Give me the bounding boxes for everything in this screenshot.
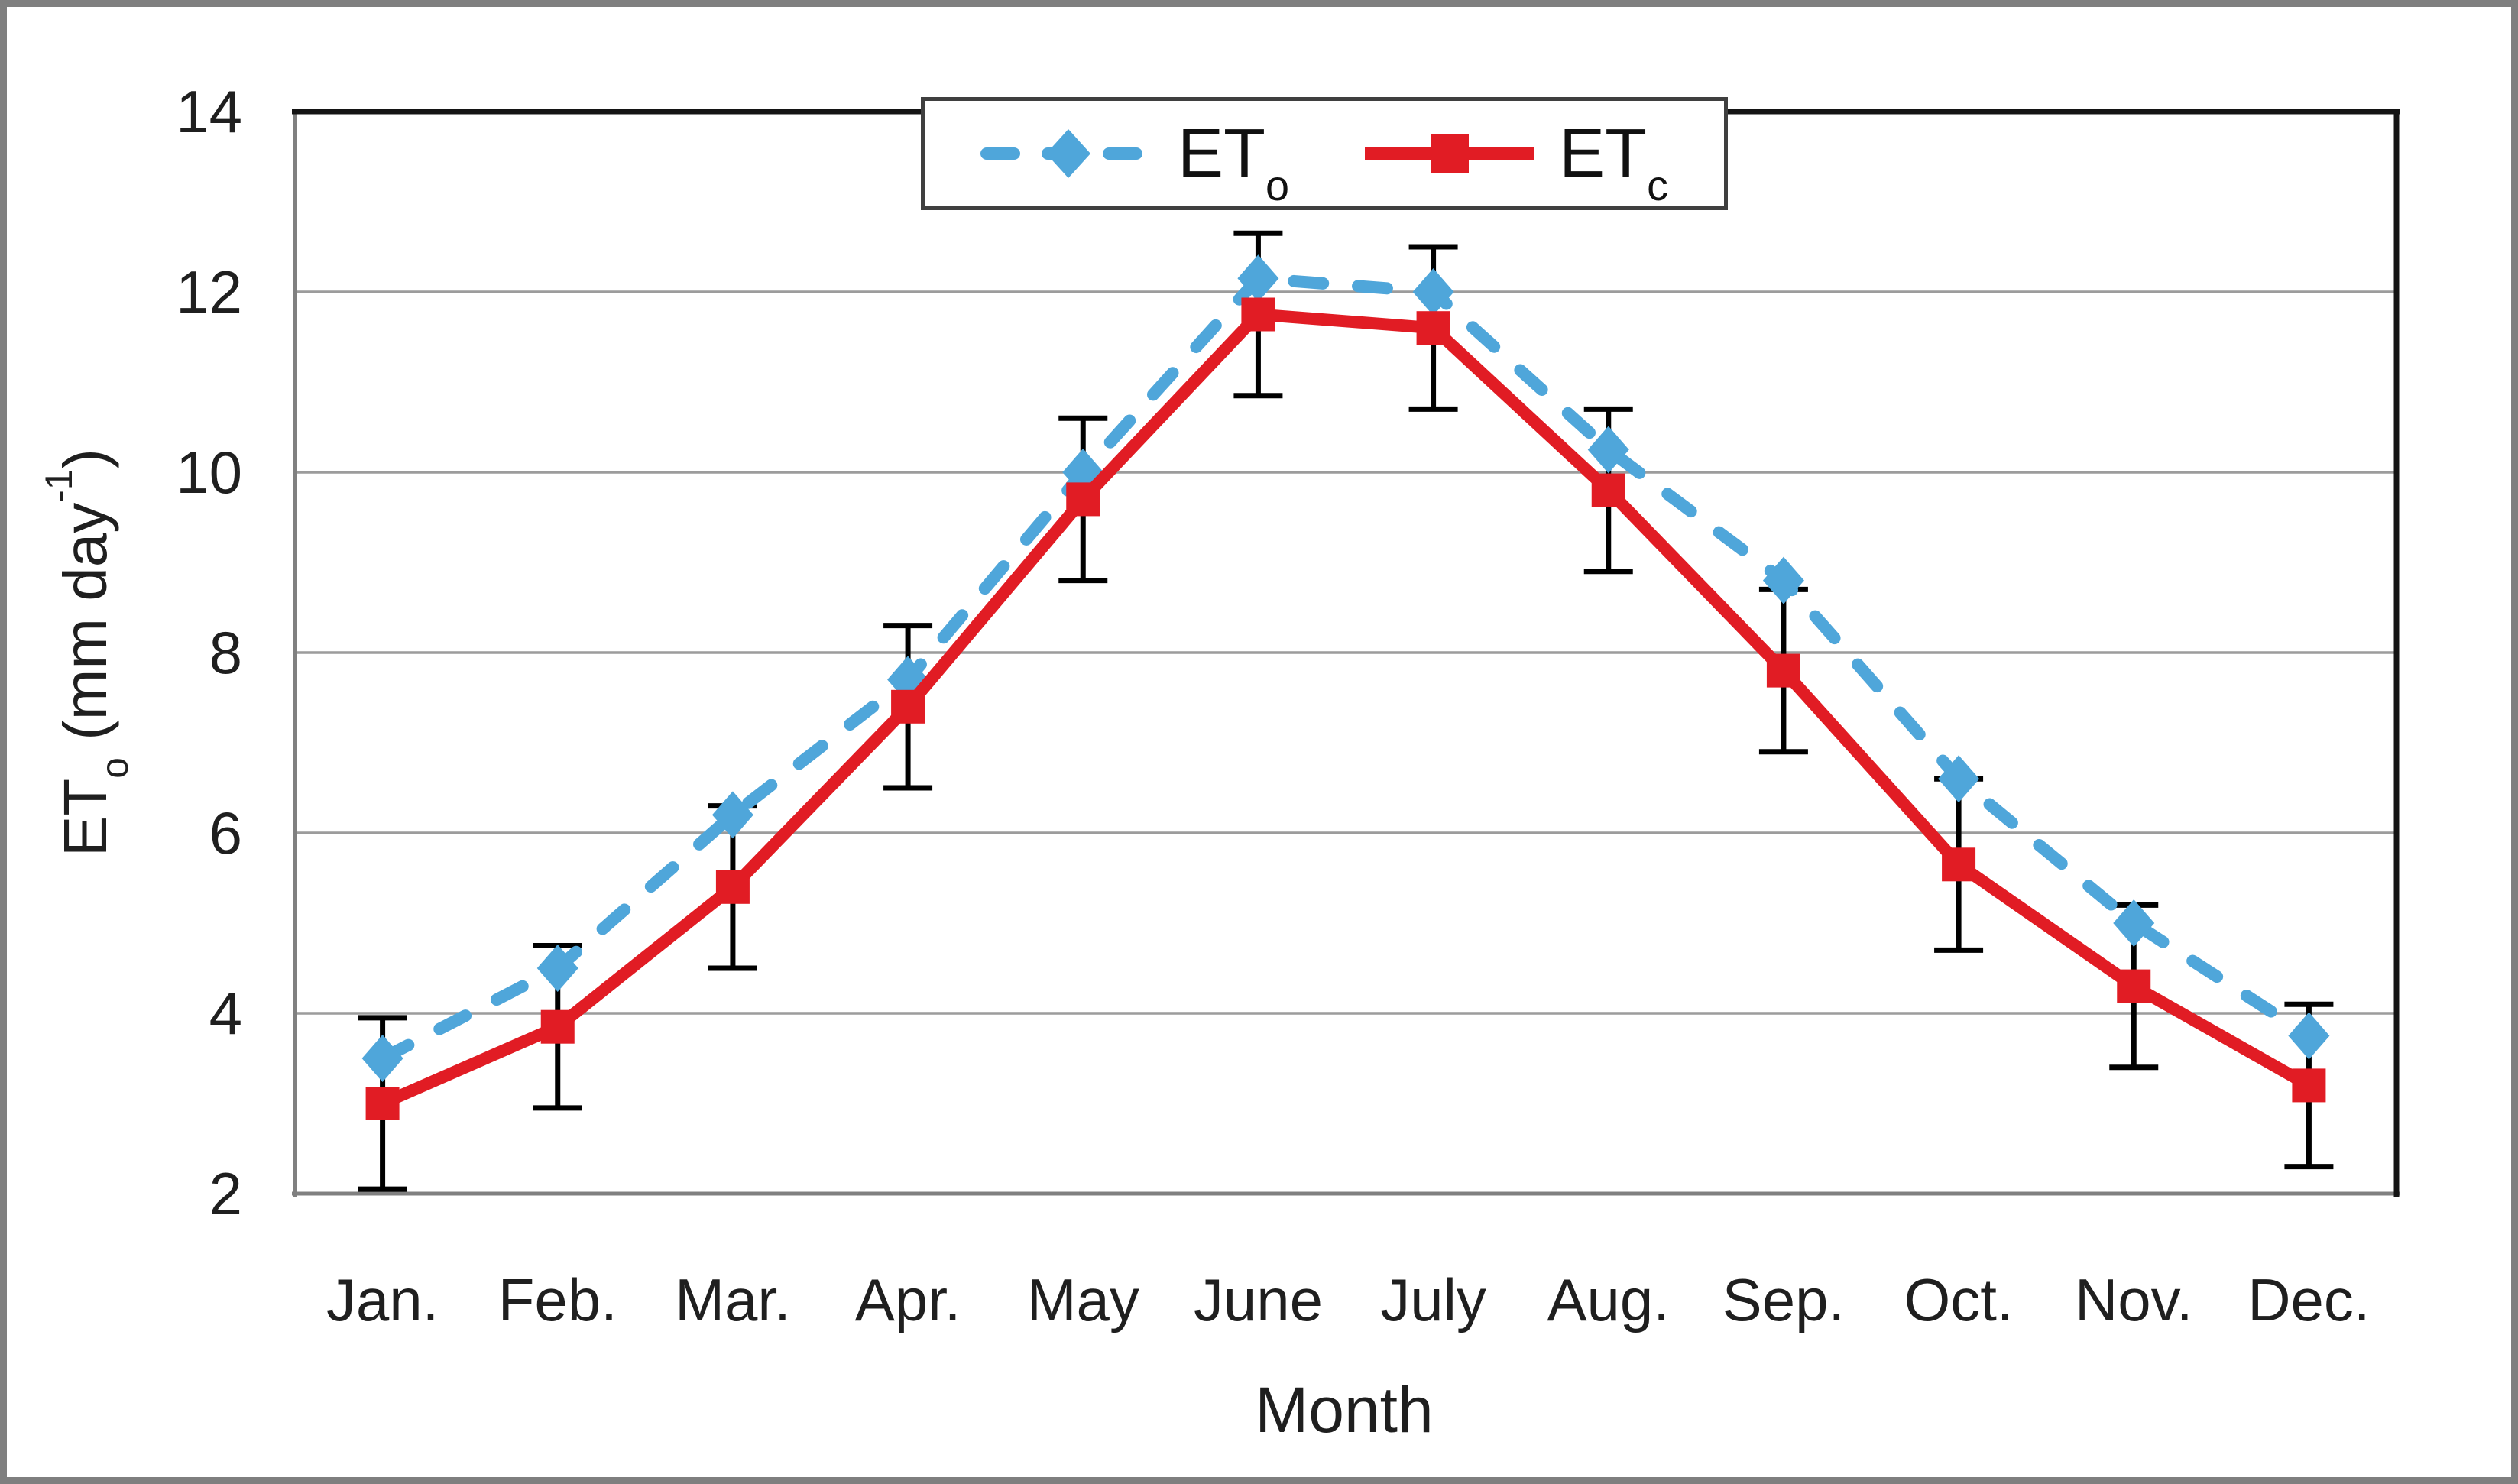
eto-marker-diamond bbox=[1587, 426, 1629, 474]
legend-label-etc: ETc bbox=[1559, 115, 1668, 210]
eto-marker-diamond bbox=[2113, 899, 2155, 947]
etc-marker-square bbox=[1416, 311, 1450, 345]
y-tick-label: 4 bbox=[209, 980, 242, 1047]
x-tick-label: Jan. bbox=[326, 1266, 439, 1333]
etc-solid-line-sample bbox=[1365, 134, 1535, 173]
etc-marker-square bbox=[2292, 1068, 2326, 1103]
x-tick-label: Oct. bbox=[1904, 1266, 2014, 1333]
etc-marker-square bbox=[2117, 969, 2151, 1003]
etc-marker-square bbox=[365, 1087, 400, 1120]
eto-marker-diamond bbox=[361, 1035, 403, 1082]
x-tick-label: Apr. bbox=[855, 1266, 961, 1333]
etc-marker-square bbox=[1591, 473, 1625, 507]
legend-label-eto: ETo bbox=[1178, 115, 1290, 210]
eto-marker-diamond bbox=[1938, 755, 1980, 803]
y-tick-label: 8 bbox=[209, 619, 242, 686]
x-tick-label: Feb. bbox=[498, 1266, 617, 1333]
eto-marker-diamond bbox=[1412, 268, 1454, 316]
eto-marker-diamond bbox=[1762, 556, 1804, 604]
x-tick-label: Sep. bbox=[1722, 1266, 1845, 1333]
y-tick-label: 2 bbox=[209, 1160, 242, 1227]
legend: ETo ETc bbox=[921, 97, 1728, 210]
x-tick-label: Nov. bbox=[2075, 1266, 2193, 1333]
x-tick-label: June bbox=[1194, 1266, 1323, 1333]
x-tick-label: July bbox=[1380, 1266, 1486, 1333]
legend-item-eto: ETo bbox=[980, 115, 1290, 210]
etc-marker-square bbox=[1241, 297, 1275, 332]
etc-line bbox=[380, 308, 2312, 1110]
x-axis-title: Month bbox=[1255, 1374, 1434, 1446]
etc-marker-square bbox=[715, 870, 750, 904]
eto-line bbox=[376, 272, 2315, 1064]
y-tick-label: 14 bbox=[176, 78, 242, 145]
eto-marker-diamond bbox=[2288, 1012, 2330, 1060]
etc-marker-square bbox=[891, 689, 925, 724]
eto-dashed-line-sample bbox=[980, 129, 1156, 178]
eto-marker-diamond bbox=[536, 945, 578, 992]
eto-marker-diamond bbox=[711, 791, 753, 839]
x-tick-label: Dec. bbox=[2247, 1266, 2370, 1333]
y-tick-label: 10 bbox=[176, 439, 242, 506]
x-tick-label: Mar. bbox=[675, 1266, 791, 1333]
etc-marker-square bbox=[1066, 482, 1100, 517]
line-chart-plot: 2 4 6 8 10 12 14 Jan. Feb. Mar. Apr. May June July Aug… bbox=[176, 78, 2400, 1333]
etc-marker-square bbox=[540, 1009, 575, 1044]
etc-marker-square bbox=[1942, 847, 1976, 882]
x-tick-label: Aug. bbox=[1547, 1266, 1670, 1333]
etc-marker-square bbox=[1766, 653, 1800, 688]
x-tick-label: May bbox=[1027, 1266, 1139, 1333]
y-tick-label: 12 bbox=[176, 258, 242, 326]
legend-item-etc: ETc bbox=[1362, 115, 1668, 210]
y-tick-label: 6 bbox=[209, 799, 242, 867]
eto-marker-diamond bbox=[1237, 254, 1279, 303]
